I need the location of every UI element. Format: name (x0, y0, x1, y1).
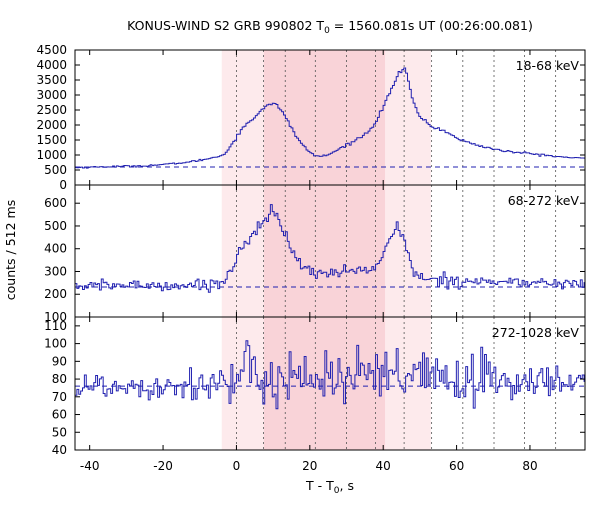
x-axis-label: T - T0, s (305, 478, 354, 496)
y-tick-label: 600 (44, 196, 67, 210)
chart-title-subscript: 0 (324, 26, 330, 36)
x-axis-label-tail: , s (340, 478, 354, 493)
chart-title: KONUS-WIND S2 GRB 990802 T0 = 1560.081s … (127, 18, 533, 36)
y-tick-label: 200 (44, 287, 67, 301)
interval-band-inner (263, 185, 386, 317)
y-tick-label: 90 (52, 354, 67, 368)
y-tick-label: 60 (52, 408, 67, 422)
x-axis-label-subscript: 0 (334, 486, 340, 496)
light-curve-18-68 keV (75, 67, 585, 169)
x-tick-label: 60 (449, 459, 464, 473)
y-tick-label: 110 (44, 319, 67, 333)
x-tick-label: -40 (80, 459, 100, 473)
chart-title-main: KONUS-WIND S2 GRB 990802 T (127, 18, 324, 33)
y-tick-label: 500 (44, 163, 67, 177)
y-tick-label: 50 (52, 425, 67, 439)
y-axis-label: counts / 512 ms (3, 200, 18, 300)
y-tick-label: 0 (59, 178, 67, 192)
x-axis-label-main: T - T (305, 478, 334, 493)
y-tick-label: 100 (44, 337, 67, 351)
panel-2: 100 200 300 400 500 600 68-272 keV (44, 184, 586, 324)
x-tick-label: 40 (376, 459, 391, 473)
y-tick-label: 1000 (36, 148, 67, 162)
interval-band-inner (263, 50, 386, 185)
y-tick-label: 4500 (36, 43, 67, 57)
x-tick-label: 80 (522, 459, 537, 473)
x-tick-label: 20 (302, 459, 317, 473)
panel-3: 40 50 60 70 80 90 100 110 272-1028 keV (44, 316, 586, 457)
y-tick-label: 2000 (36, 118, 67, 132)
x-tick-label: 0 (233, 459, 241, 473)
energy-band-label: 18-68 keV (516, 58, 580, 73)
y-tick-label: 1500 (36, 133, 67, 147)
y-tick-label: 4000 (36, 58, 67, 72)
chart-title-tail: = 1560.081s UT (00:26:00.081) (330, 18, 533, 33)
y-tick-label: 100 (44, 310, 67, 324)
light-curve-68-272 keV (75, 204, 585, 293)
y-tick-label: 300 (44, 264, 67, 278)
x-tick-label: -20 (153, 459, 173, 473)
y-tick-label: 400 (44, 242, 67, 256)
energy-band-label: 68-272 keV (508, 193, 580, 208)
panel-frame (74, 316, 586, 451)
y-tick-label: 3000 (36, 88, 67, 102)
y-tick-label: 3500 (36, 73, 67, 87)
y-tick-label: 40 (52, 443, 67, 457)
panels-group: 05001000150020002500300035004000450018-6… (36, 43, 586, 473)
y-tick-label: 80 (52, 372, 67, 386)
y-tick-label: 2500 (36, 103, 67, 117)
light-curve-272-1028 keV (75, 340, 585, 410)
y-tick-label: 500 (44, 219, 67, 233)
energy-band-label: 272-1028 keV (492, 325, 580, 340)
y-tick-label: 70 (52, 390, 67, 404)
